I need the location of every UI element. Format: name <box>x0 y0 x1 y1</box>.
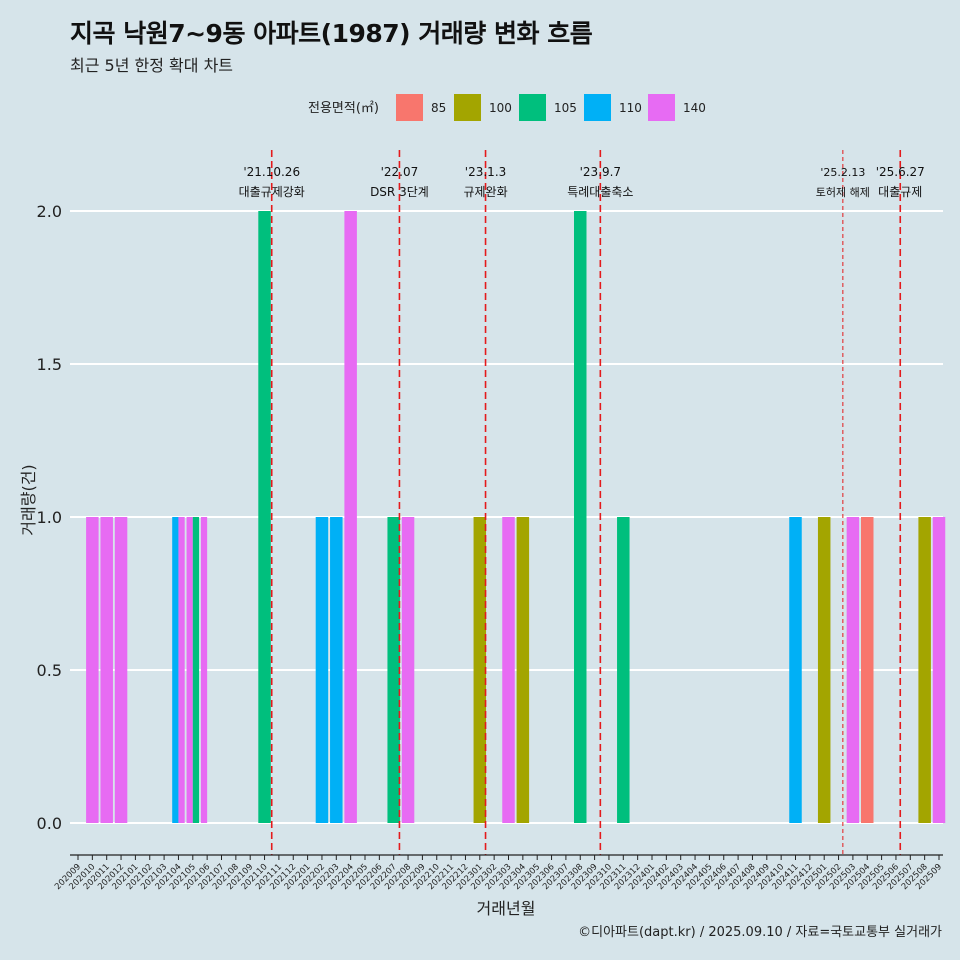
bar-202012-140 <box>114 517 128 823</box>
y-tick-label: 1.0 <box>37 508 62 527</box>
event-text-label: 대출규제 <box>878 185 922 199</box>
legend-title: 전용면적(㎡) <box>308 101 379 116</box>
source-caption: ©디아파트(dapt.kr) / 2025.09.10 / 자료=국토교통부 실… <box>578 925 942 940</box>
bar-202308-105 <box>574 211 587 823</box>
event-text-label: 규제완화 <box>463 185 507 199</box>
bar-202509-140 <box>932 517 946 823</box>
bar-202106-140 <box>200 517 208 823</box>
legend-swatch-100 <box>454 94 481 121</box>
event-text-label: DSR 3단계 <box>370 185 429 199</box>
chart-subtitle: 최근 5년 한정 확대 차트 <box>70 56 234 75</box>
bar-202208-140 <box>401 517 415 823</box>
y-tick-label: 0.0 <box>37 814 62 833</box>
bar-202508-100 <box>918 517 931 823</box>
event-text-label: 대출규제강화 <box>239 185 305 199</box>
bar-202110-105 <box>258 211 271 823</box>
event-date-label: '22.07 <box>381 165 419 179</box>
bar-202501-100 <box>817 517 831 823</box>
legend-label-85: 85 <box>431 101 446 115</box>
event-text-label: 토허제 해제 <box>816 185 870 199</box>
legend-label-105: 105 <box>554 101 577 115</box>
event-markers: '21.10.26 대출규제강화 '22.07 DSR 3단계 '23.1.3 규제완화 '… <box>239 150 925 855</box>
bar-202203-110 <box>330 517 343 823</box>
x-axis-title: 거래년월 <box>477 899 536 918</box>
bars <box>86 211 946 823</box>
chart-title: 지곡 낙원7~9동 아파트(1987) 거래량 변화 흐름 <box>70 19 593 48</box>
bar-202202-110 <box>315 517 329 823</box>
event-date-label: '25.6.27 <box>876 165 925 179</box>
event-date-label: '25.2.13 <box>820 166 865 179</box>
event-date-label: '21.10.26 <box>243 165 300 179</box>
legend-label-100: 100 <box>489 101 512 115</box>
bar-202010-140 <box>86 517 99 823</box>
bar-202311-105 <box>617 517 630 823</box>
event-date-label: '23.1.3 <box>465 165 506 179</box>
legend-label-110: 110 <box>619 101 642 115</box>
bar-202503-140 <box>846 517 860 823</box>
bar-202105-140 <box>186 517 193 823</box>
y-tick-label: 1.5 <box>37 355 62 374</box>
bar-202104-140 <box>178 517 185 823</box>
event-text-label: 특례대출축소 <box>567 185 633 199</box>
y-tick-label: 0.5 <box>37 661 62 680</box>
bar-202105-105 <box>192 517 200 823</box>
bar-202304-100 <box>516 517 530 823</box>
legend: 전용면적(㎡) 85 100 105 110 140 <box>308 94 706 121</box>
bar-202301-100 <box>473 517 487 823</box>
bar-202411-110 <box>789 517 802 823</box>
y-tick-label: 2.0 <box>37 202 62 221</box>
bar-202011-140 <box>100 517 113 823</box>
bar-202204-140 <box>344 211 357 823</box>
legend-swatch-140 <box>648 94 675 121</box>
legend-label-140: 140 <box>683 101 706 115</box>
legend-swatch-85 <box>396 94 423 121</box>
legend-swatch-110 <box>584 94 611 121</box>
bar-202504-85 <box>861 517 874 823</box>
legend-swatch-105 <box>519 94 546 121</box>
event-date-label: '23.9.7 <box>580 165 621 179</box>
y-axis-title: 거래량(건) <box>19 464 38 535</box>
bar-202303-140 <box>502 517 515 823</box>
bar-202207-105 <box>387 517 400 823</box>
bar-202104-110 <box>172 517 179 823</box>
